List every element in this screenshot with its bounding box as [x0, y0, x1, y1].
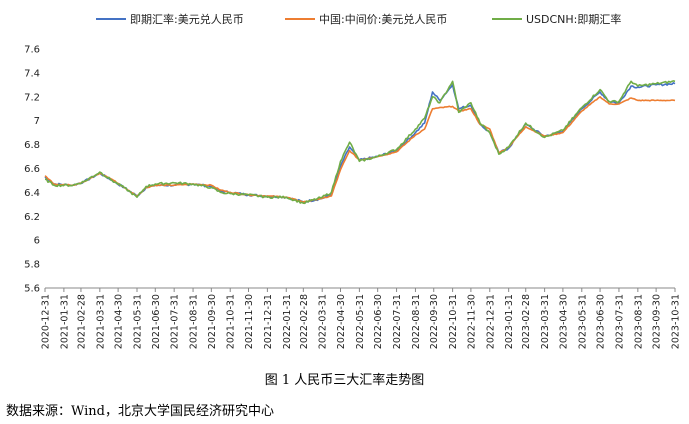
x-tick-label: 2023-03-31: [540, 294, 551, 349]
series-line: [44, 96, 676, 203]
y-tick-label: 7.4: [24, 68, 40, 79]
x-tick-label: 2021-11-30: [244, 294, 255, 349]
series-line: [44, 82, 676, 203]
y-tick-label: 7.2: [24, 92, 40, 103]
x-tick-label: 2021-05-31: [133, 294, 144, 349]
x-tick-label: 2023-08-31: [633, 294, 644, 349]
plot-lines: [44, 80, 676, 205]
y-tick-label: 7: [34, 116, 40, 127]
x-tick-label: 2023-10-31: [671, 294, 682, 349]
x-tick-label: 2022-10-31: [448, 294, 459, 349]
x-tick-label: 2022-02-28: [299, 294, 310, 349]
x-tick-label: 2022-03-31: [318, 294, 329, 349]
x-tick-label: 2020-12-31: [41, 294, 52, 349]
legend: 即期汇率:美元兑人民币 中国:中间价:美元兑人民币 USDCNH:即期汇率: [96, 12, 621, 26]
chart: 即期汇率:美元兑人民币 中国:中间价:美元兑人民币 USDCNH:即期汇率 7.67…: [24, 12, 682, 349]
y-tick-label: 6.2: [24, 212, 40, 223]
x-tick-label: 2023-02-28: [521, 294, 532, 349]
x-tick-label: 2023-06-30: [596, 294, 607, 349]
x-tick-label: 2022-01-31: [282, 294, 293, 349]
x-tick-label: 2022-05-31: [355, 294, 366, 349]
y-tick-label: 6.8: [24, 140, 40, 151]
x-tick-label: 2022-09-30: [429, 294, 440, 349]
x-tick-label: 2021-12-31: [263, 294, 274, 349]
x-tick-label: 2021-10-31: [226, 294, 237, 349]
x-tick-label: 2022-04-30: [336, 294, 347, 349]
x-tick-label: 2023-07-31: [614, 294, 625, 349]
x-axis: 2020-12-31 2021-01-31 2021-02-28 2021-03-31…: [41, 287, 682, 349]
x-tick-label: 2021-03-31: [95, 294, 106, 349]
x-tick-label: 2021-06-30: [151, 294, 162, 349]
x-tick-label: 2023-01-31: [504, 294, 515, 349]
x-tick-label: 2022-12-31: [485, 294, 496, 349]
data-source-note: 数据来源：Wind，北京大学国民经济研究中心: [6, 404, 274, 419]
x-tick-label: 2023-04-30: [558, 294, 569, 349]
legend-label: USDCNH:即期汇率: [526, 12, 621, 26]
y-axis: 7.6 7.4 7.2 7 6.8 6.6 6.4 6.2 6 5.8 5.6: [24, 45, 40, 295]
x-tick-label: 2023-05-31: [577, 294, 588, 349]
x-tick-label: 2022-07-31: [392, 294, 403, 349]
x-tick-label: 2022-06-30: [373, 294, 384, 349]
x-tick-label: 2023-09-30: [652, 294, 663, 349]
x-tick-label: 2022-11-30: [466, 294, 477, 349]
x-tick-label: 2021-01-31: [59, 294, 70, 349]
y-tick-label: 6.4: [24, 188, 40, 199]
y-tick-label: 6.6: [24, 164, 40, 175]
x-tick-label: 2022-08-31: [411, 294, 422, 349]
legend-label: 中国:中间价:美元兑人民币: [319, 12, 447, 26]
x-tick-label: 2021-08-31: [189, 294, 200, 349]
legend-label: 即期汇率:美元兑人民币: [130, 12, 244, 26]
x-tick-label: 2021-02-28: [76, 294, 87, 349]
y-tick-label: 5.8: [24, 260, 40, 271]
series-line: [45, 80, 676, 205]
y-tick-label: 7.6: [24, 45, 40, 56]
y-tick-label: 6: [34, 236, 40, 247]
x-tick-label: 2021-04-30: [114, 294, 125, 349]
y-tick-label: 5.6: [24, 284, 40, 295]
x-tick-label: 2021-09-30: [207, 294, 218, 349]
figure-caption: 图 1 人民币三大汇率走势图: [264, 373, 425, 388]
x-tick-label: 2021-07-31: [170, 294, 181, 349]
